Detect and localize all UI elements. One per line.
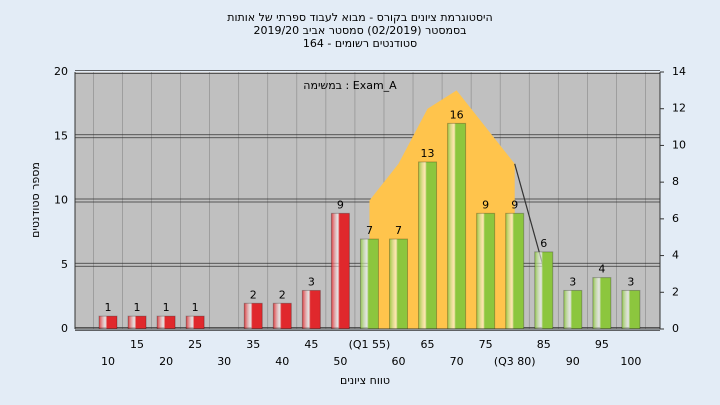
y-tick-label: 10 [54, 194, 68, 207]
bar [98, 315, 118, 330]
bar [272, 302, 292, 330]
bar [505, 212, 525, 330]
x-tick-label: 35 [246, 338, 260, 351]
bar [330, 212, 350, 330]
x-tick-label: 40 [275, 355, 289, 368]
bar [621, 289, 641, 330]
x-tick-label: 75 [479, 338, 493, 351]
data-label: 1 [192, 301, 199, 314]
x-tick-label: 25 [188, 338, 202, 351]
x-tick-label: 65 [421, 338, 435, 351]
x-tick-label: 95 [595, 338, 609, 351]
data-label: 3 [308, 275, 315, 288]
y2-tick-label: 0 [672, 322, 679, 335]
y-tick-label: 20 [54, 65, 68, 78]
data-label: 2 [250, 288, 257, 301]
data-label: 4 [598, 263, 605, 276]
y-tick-label: 5 [61, 258, 68, 271]
data-label: 1 [134, 301, 141, 314]
bar [476, 212, 496, 330]
bar [359, 238, 379, 330]
data-label: 13 [421, 147, 435, 160]
data-label: 7 [395, 224, 402, 237]
bar [563, 289, 583, 330]
bar [127, 315, 147, 330]
x-tick-label: 10 [101, 355, 115, 368]
annotation: במשימה : Exam_A [303, 79, 397, 92]
data-label: 7 [366, 224, 373, 237]
x-tick-label: 60 [392, 355, 406, 368]
y2-tick-label: 6 [672, 212, 679, 225]
bar [534, 251, 554, 330]
bar [301, 289, 321, 330]
data-label: 9 [482, 198, 489, 211]
x-tick-label: 50 [333, 355, 347, 368]
data-label: 1 [105, 301, 112, 314]
chart-title: היסטוגרמת ציונים בקורס - מבוא לעבוד ספרת… [227, 11, 492, 24]
bar [418, 161, 438, 330]
data-label: 2 [279, 288, 286, 301]
x-tick-label: (Q1 55) [349, 338, 391, 351]
x-tick-label: 15 [130, 338, 144, 351]
x-tick-label: 85 [537, 338, 551, 351]
x-tick-label: 45 [304, 338, 318, 351]
y2-tick-label: 2 [672, 285, 679, 298]
y2-tick-label: 14 [672, 65, 686, 78]
x-tick-label: 100 [620, 355, 641, 368]
x-tick-label: 20 [159, 355, 173, 368]
x-tick-label: 30 [217, 355, 231, 368]
data-label: 9 [511, 198, 518, 211]
x-tick-label: (Q3 80) [494, 355, 536, 368]
data-label: 16 [450, 108, 464, 121]
chart-subtitle: בסמסטר (02/2019) סמסטר אביב 2019/20 [253, 24, 466, 37]
y2-tick-label: 10 [672, 138, 686, 151]
x-tick-label: 70 [450, 355, 464, 368]
data-label: 3 [627, 275, 634, 288]
y-tick-label: 15 [54, 129, 68, 142]
bar [447, 122, 467, 330]
bar [156, 315, 176, 330]
data-label: 6 [540, 237, 547, 250]
data-label: 9 [337, 198, 344, 211]
bar [592, 277, 612, 330]
line [514, 163, 545, 269]
y2-tick-label: 4 [672, 249, 679, 262]
y2-tick-label: 8 [672, 175, 679, 188]
y-tick-label: 0 [61, 322, 68, 335]
chart-subtitle: סטודנטים רשומים - 164 [303, 37, 417, 50]
x-axis-label: טווח ציונים [340, 374, 390, 387]
bar [389, 238, 408, 330]
data-label: 3 [569, 275, 576, 288]
bar [243, 302, 263, 330]
data-label: 1 [163, 301, 170, 314]
y2-tick-label: 12 [672, 102, 686, 115]
bar [185, 315, 205, 330]
y-axis-label: מספר סטודנטים [29, 162, 42, 238]
x-tick-label: 90 [566, 355, 580, 368]
